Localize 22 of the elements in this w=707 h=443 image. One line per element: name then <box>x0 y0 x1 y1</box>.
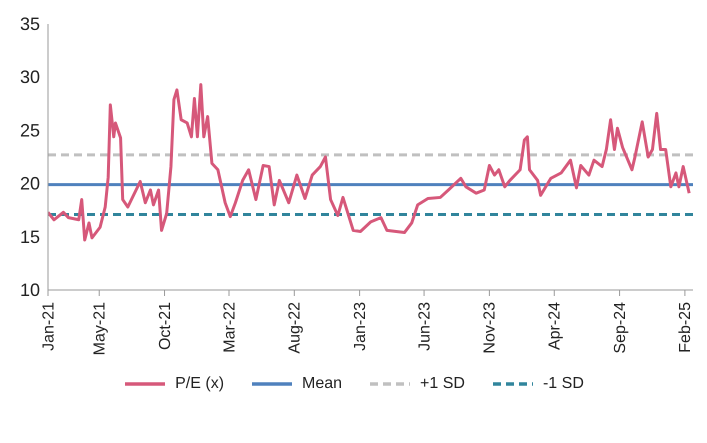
legend-label: +1 SD <box>420 375 465 393</box>
legend-label: -1 SD <box>542 375 584 393</box>
y-tick-label: 30 <box>20 67 40 88</box>
line-series <box>48 83 691 242</box>
legend-label: P/E (x) <box>175 375 224 393</box>
y-tick-label: 25 <box>20 120 40 140</box>
x-tick-label: Sep-24 <box>612 302 629 354</box>
y-tick-label: 20 <box>20 174 40 194</box>
y-tick-label: 35 <box>20 14 40 34</box>
x-tick-label: May-21 <box>92 302 109 356</box>
x-tick-label: Jan-21 <box>40 302 58 351</box>
legend-label: Mean <box>302 375 342 393</box>
x-tick-label: Apr-24 <box>546 302 564 350</box>
x-tick-label: Feb-25 <box>677 302 694 353</box>
x-tick-label: Jan-23 <box>352 302 369 351</box>
x-tick-label: Nov-23 <box>482 302 499 354</box>
y-tick-label: 10 <box>20 280 40 300</box>
x-tick-label: Oct-21 <box>156 302 174 350</box>
x-tick-label: Aug-22 <box>286 302 304 354</box>
y-tick-label: 15 <box>20 226 40 247</box>
x-tick-label: Jun-23 <box>416 302 434 351</box>
x-tick-label: Mar-22 <box>221 302 238 353</box>
